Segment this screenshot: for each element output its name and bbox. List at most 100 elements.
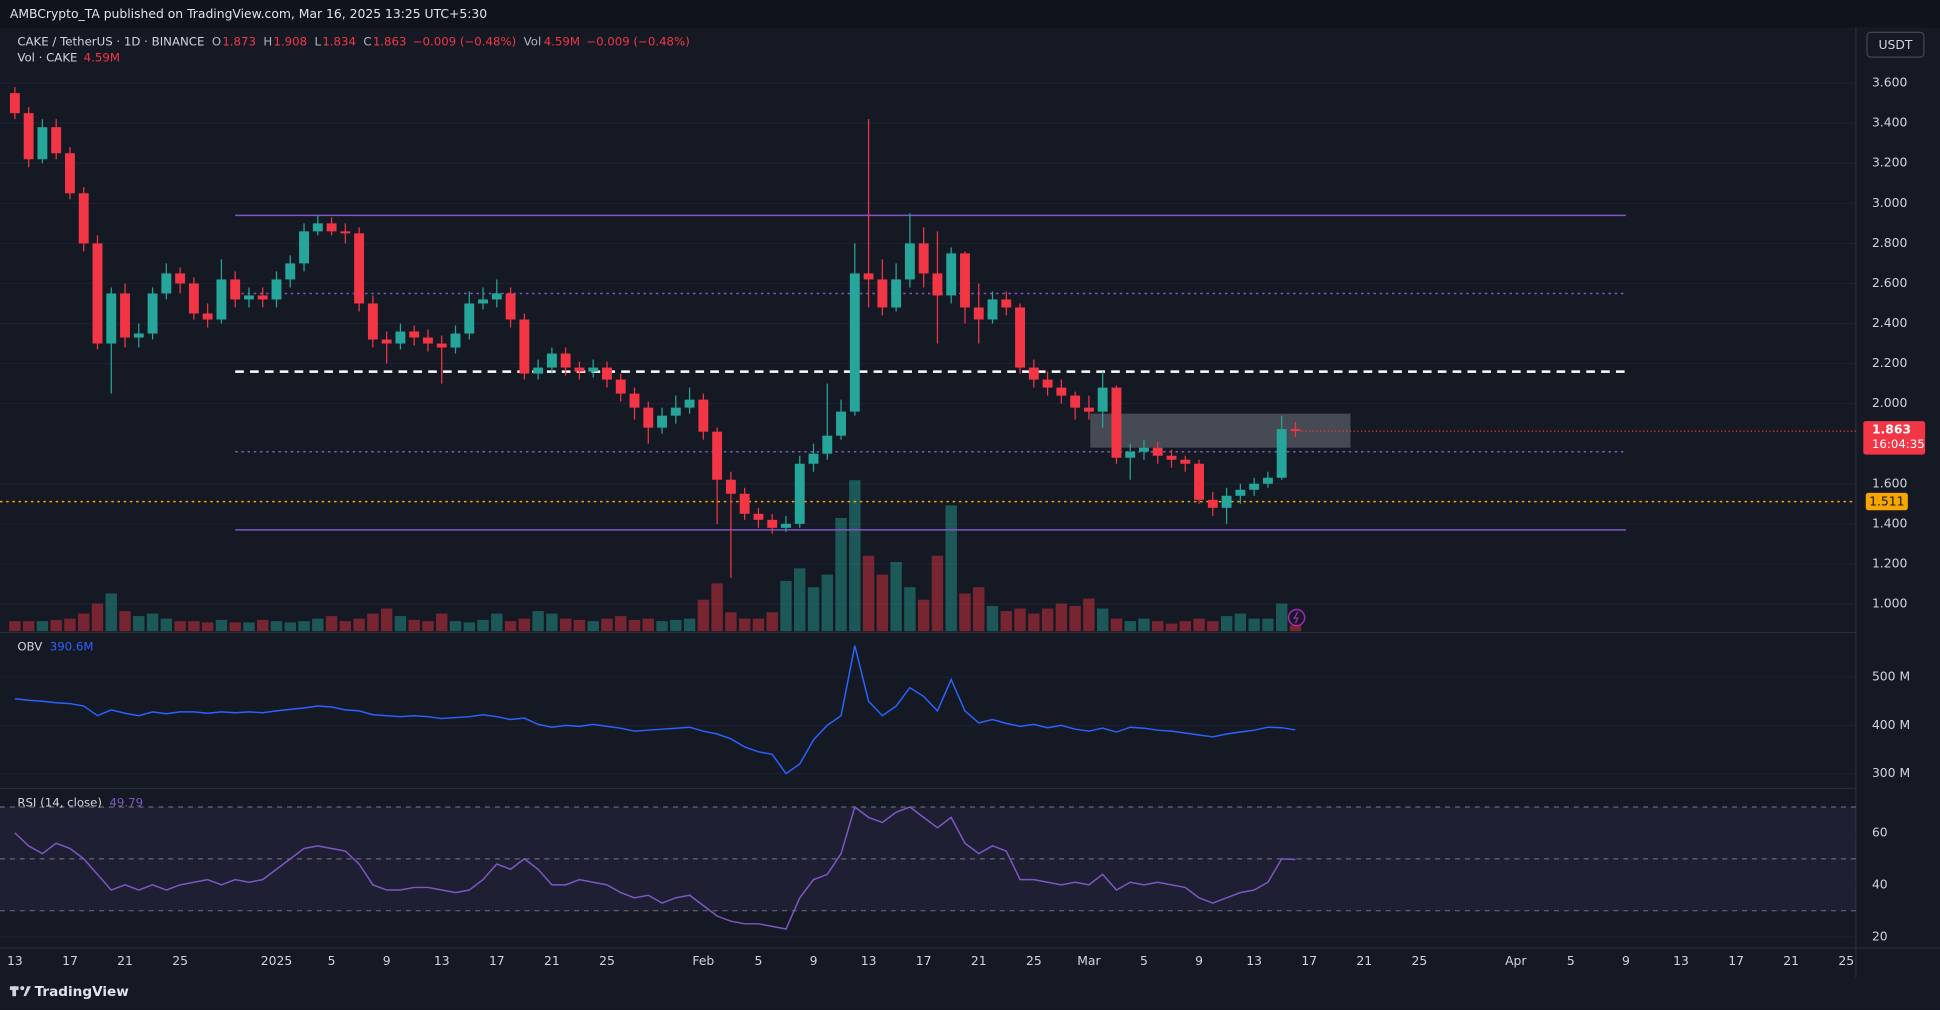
- candle-body: [932, 273, 943, 296]
- y-tick-label: 1.400: [1872, 516, 1908, 530]
- x-tick-label: 25: [1412, 954, 1428, 968]
- volume-bar: [188, 621, 200, 632]
- candle-body: [106, 293, 117, 344]
- volume-bar: [1124, 621, 1136, 632]
- candle-body: [973, 307, 984, 320]
- volume-bar: [738, 618, 751, 632]
- level-tag: [1865, 492, 1908, 511]
- candle-body: [1083, 407, 1094, 412]
- candle-body: [1249, 483, 1260, 490]
- volume-bar: [752, 618, 765, 632]
- candle-body: [1111, 387, 1122, 458]
- volume-bar: [380, 608, 393, 632]
- volume-bar: [105, 593, 117, 632]
- candle-body: [78, 193, 89, 244]
- volume-bar: [876, 574, 889, 632]
- x-tick-label: 17: [489, 954, 505, 968]
- volume-bar: [229, 622, 241, 632]
- brand-logo: [9, 986, 31, 997]
- volume-bar: [1220, 616, 1233, 632]
- candle-body: [92, 243, 103, 344]
- volume-bar: [642, 618, 654, 632]
- volume-bar: [422, 621, 434, 632]
- volume-bar: [284, 622, 296, 632]
- x-tick-label: 9: [1622, 954, 1630, 968]
- volume-bar: [973, 587, 985, 632]
- level-tag-label: 1.511: [1869, 495, 1904, 509]
- candle-body: [202, 313, 213, 320]
- candle-body: [1180, 459, 1191, 464]
- candle-body: [1042, 379, 1053, 388]
- x-tick-label: 17: [1301, 954, 1317, 968]
- volume-bar: [766, 612, 778, 632]
- indicator-title: RSI (14, close): [17, 795, 102, 809]
- y-tick-label: 3.400: [1872, 116, 1908, 130]
- volume-bar: [931, 555, 944, 632]
- x-tick-label: 13: [1673, 954, 1689, 968]
- volume-bar: [1275, 603, 1288, 632]
- candle-body: [560, 353, 571, 368]
- candle-body: [588, 367, 599, 372]
- volume-value: 4.59M: [544, 34, 580, 48]
- indicator-line: [14, 805, 1296, 930]
- volume-bar: [1014, 608, 1026, 632]
- candle-body: [836, 411, 846, 436]
- x-tick-label: 21: [1783, 954, 1799, 968]
- x-tick-label: 5: [1140, 954, 1148, 968]
- candle-body: [65, 153, 75, 194]
- volume-bar: [22, 621, 35, 632]
- ohlc-value: 1.873: [222, 34, 256, 48]
- volume-bar: [959, 593, 971, 632]
- alert-icon[interactable]: [1287, 608, 1306, 627]
- candle-body: [987, 299, 998, 320]
- candle-body: [946, 253, 957, 296]
- candle-body: [698, 399, 709, 432]
- x-tick-label: 21: [1356, 954, 1372, 968]
- ohlc-value: 1.863: [373, 34, 407, 48]
- candle-body: [354, 233, 365, 304]
- candle-body: [684, 399, 695, 408]
- volume-change: −0.009 (−0.48%): [586, 34, 690, 48]
- candle-body: [670, 407, 681, 416]
- volume-bar: [1083, 598, 1095, 632]
- currency-label[interactable]: USDT: [1878, 38, 1912, 52]
- x-tick-label: 2025: [261, 954, 292, 968]
- volume-bar: [201, 622, 214, 632]
- candle-body: [478, 299, 488, 304]
- volume-bar: [312, 618, 324, 632]
- volume-bar: [1262, 618, 1274, 632]
- zone: [1090, 413, 1351, 448]
- volume-bar: [546, 613, 558, 632]
- volume-bar: [1000, 611, 1012, 632]
- price-tag-label: 1.863: [1872, 422, 1911, 436]
- candle-body: [230, 279, 241, 300]
- y-tick-label: 400 M: [1872, 718, 1910, 732]
- candle-body: [891, 279, 902, 308]
- ohlc-letter: C: [363, 34, 371, 48]
- top-bar: [0, 0, 1940, 28]
- volume-bar: [945, 505, 957, 632]
- y-tick-label: 2.000: [1872, 396, 1908, 410]
- candle-body: [767, 519, 778, 528]
- candle-body: [436, 343, 447, 348]
- candle-body: [312, 223, 323, 232]
- volume-bar: [160, 618, 173, 632]
- candle-body: [1207, 499, 1218, 508]
- volume-bar: [449, 621, 462, 632]
- candle-body: [546, 353, 557, 368]
- volume-bar: [463, 622, 475, 632]
- volume-bar: [325, 616, 338, 632]
- candle-body: [381, 339, 392, 344]
- indicator-line: [14, 645, 1296, 775]
- x-tick-label: 21: [971, 954, 987, 968]
- indicator-value: 390.6M: [50, 639, 94, 653]
- candle-body: [51, 127, 62, 154]
- volume-bar: [477, 619, 489, 632]
- volume-bar: [119, 611, 131, 632]
- x-tick-label: 25: [1838, 954, 1854, 968]
- candle-body: [960, 253, 970, 308]
- y-tick-label: 300 M: [1872, 766, 1910, 780]
- currency-box[interactable]: [1866, 31, 1925, 58]
- volume-bar: [601, 618, 613, 632]
